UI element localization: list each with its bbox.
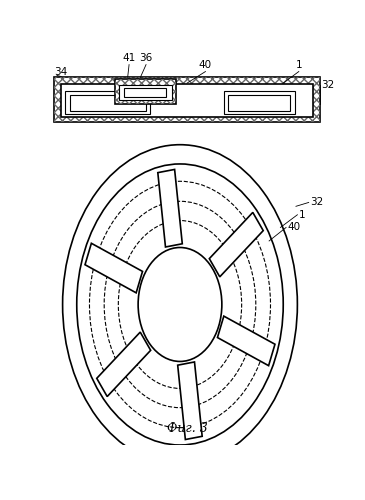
Bar <box>70 94 146 111</box>
Circle shape <box>138 248 222 362</box>
Text: 1: 1 <box>299 210 306 220</box>
Polygon shape <box>209 212 263 277</box>
Polygon shape <box>178 362 202 440</box>
Circle shape <box>63 144 297 464</box>
Bar <box>119 85 172 100</box>
Bar <box>224 91 295 114</box>
Circle shape <box>104 202 256 408</box>
Bar <box>54 78 320 122</box>
Text: 32: 32 <box>322 80 335 90</box>
Polygon shape <box>158 170 182 247</box>
Bar <box>124 88 166 98</box>
Bar <box>61 84 313 117</box>
Text: 36: 36 <box>139 52 153 62</box>
Text: Фиг. 3: Фиг. 3 <box>167 422 207 436</box>
Bar <box>65 91 150 114</box>
Text: 40: 40 <box>199 60 212 70</box>
Text: 1: 1 <box>296 60 302 70</box>
Text: 40: 40 <box>288 222 301 232</box>
Bar <box>228 94 290 111</box>
Polygon shape <box>85 244 142 293</box>
Bar <box>54 78 320 122</box>
Polygon shape <box>97 332 151 396</box>
Circle shape <box>118 220 242 388</box>
Bar <box>115 79 176 104</box>
Bar <box>115 79 176 104</box>
Text: 34: 34 <box>54 66 68 76</box>
Text: 32: 32 <box>310 198 323 207</box>
Text: 41: 41 <box>122 52 136 62</box>
Polygon shape <box>218 316 275 366</box>
Circle shape <box>89 182 270 428</box>
Circle shape <box>77 164 283 445</box>
